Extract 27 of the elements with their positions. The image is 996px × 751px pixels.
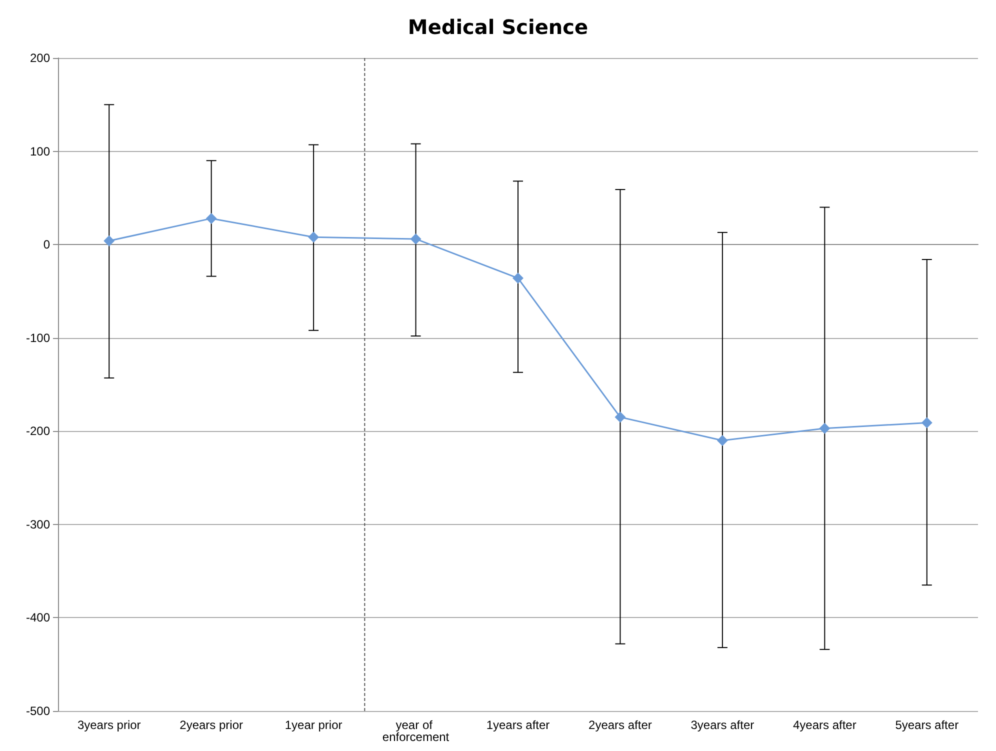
y-tick-label: -500 (26, 704, 50, 718)
point (921, 417, 932, 428)
x-tick-label: year of enforcement (382, 718, 450, 744)
point (308, 232, 320, 243)
x-tick-label: 2years prior (180, 718, 244, 732)
y-tick-label: -400 (26, 610, 50, 625)
x-tick-label: 4years after (792, 718, 856, 732)
x-tick-label: 1year prior (284, 718, 342, 732)
point (410, 233, 422, 244)
point (512, 272, 524, 284)
x-tick-label: 3years after (690, 718, 754, 732)
x-tick-label: 5years after (895, 718, 959, 732)
y-tick-label: 100 (30, 144, 50, 158)
point (614, 412, 626, 423)
y-tick-label: 200 (30, 51, 50, 65)
point (819, 422, 830, 434)
point (716, 434, 728, 446)
x-tick-label: 1years after (486, 718, 550, 732)
x-tick-label: 3years prior (77, 718, 141, 732)
point (206, 212, 217, 224)
y-tick-label: -100 (26, 330, 50, 345)
point (104, 235, 115, 246)
y-tick-label: -300 (26, 517, 50, 532)
y-tick-label: 0 (43, 238, 50, 252)
chart-title: Medical Science (408, 15, 588, 39)
y-tick-label: -200 (26, 424, 50, 438)
x-tick-label: 2years after (588, 718, 652, 732)
